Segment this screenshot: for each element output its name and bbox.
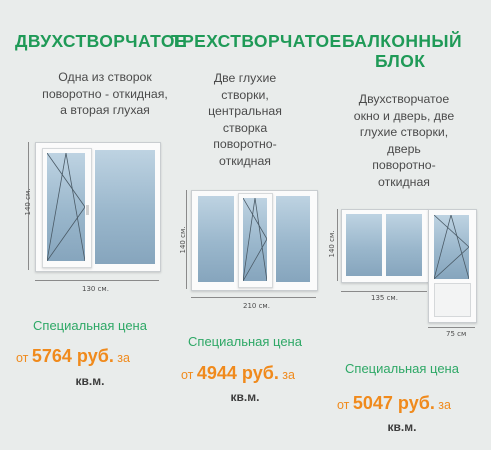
title-two-sash: ДВУХСТВОРЧАТОЕ bbox=[15, 31, 187, 51]
description-line: Две глухие bbox=[213, 71, 277, 85]
description-line: откидная bbox=[219, 153, 271, 168]
special-price-label: Специальная цена bbox=[188, 334, 302, 349]
door-panel bbox=[434, 283, 471, 317]
description-line: Одна из створок bbox=[58, 70, 152, 84]
description-line: центральная bbox=[208, 104, 282, 118]
price-suffix: за bbox=[434, 398, 451, 412]
dimension-height: 140 см. bbox=[24, 188, 32, 216]
dimension-line-door bbox=[428, 327, 475, 328]
title-three-sash: ТРЕХСТВОРЧАТОЕ bbox=[171, 31, 342, 51]
dimension-height: 140 см. bbox=[328, 230, 336, 258]
price-unit: кв.м. bbox=[387, 420, 417, 434]
handle-icon bbox=[86, 205, 89, 215]
dimension-line-horizontal bbox=[191, 297, 316, 298]
price-prefix: от bbox=[337, 398, 353, 412]
opening-lines-icon bbox=[243, 198, 267, 281]
title-balcony-line2: БЛОК bbox=[375, 51, 426, 71]
description-line: створка bbox=[222, 120, 268, 135]
price-suffix: за bbox=[278, 368, 295, 382]
price-prefix: от bbox=[16, 351, 32, 365]
dimension-line-horizontal bbox=[341, 291, 427, 292]
dimension-width: 210 см. bbox=[243, 302, 270, 310]
price-unit: кв.м. bbox=[75, 374, 105, 388]
description-line: а вторая глухая bbox=[60, 103, 150, 117]
dimension-width: 130 см. bbox=[82, 285, 109, 293]
description-line: глухие створки, bbox=[359, 125, 449, 139]
description-line: Двухстворчатое bbox=[358, 92, 450, 106]
price-prefix: от bbox=[181, 368, 197, 382]
price-value: 4944 руб. bbox=[196, 363, 279, 383]
title-balcony-line1: БАЛКОННЫЙ bbox=[342, 31, 462, 51]
price-three-sash: от 4944 руб. за bbox=[181, 363, 295, 384]
opening-lines-icon bbox=[434, 215, 469, 279]
glass-pane bbox=[47, 153, 85, 261]
dimension-line-vertical bbox=[28, 142, 29, 270]
dimension-line-vertical bbox=[337, 209, 338, 281]
description-line: окно и дверь, две bbox=[353, 108, 455, 123]
glass-pane-fixed bbox=[276, 196, 310, 282]
glass-pane-fixed bbox=[95, 150, 155, 264]
description-line: дверь bbox=[387, 141, 421, 156]
glass-pane-fixed bbox=[346, 214, 382, 276]
dimension-door-width: 75 см bbox=[446, 330, 467, 338]
price-balcony: от 5047 руб. за bbox=[337, 393, 451, 414]
price-suffix: за bbox=[113, 351, 130, 365]
glass-pane-fixed bbox=[198, 196, 234, 282]
dimension-width: 135 см. bbox=[371, 294, 398, 302]
opening-lines-icon bbox=[47, 153, 85, 261]
description-line: откидная bbox=[378, 174, 430, 189]
dimension-height: 140 см. bbox=[179, 226, 187, 254]
description-line: поворотно- bbox=[213, 137, 277, 151]
description-balcony: Двухстворчатое окно и дверь, две глухие … bbox=[343, 91, 465, 190]
dimension-line-vertical bbox=[186, 190, 187, 289]
price-value: 5764 руб. bbox=[31, 346, 114, 366]
description-three-sash: Две глухие створки, центральная створка … bbox=[195, 70, 295, 169]
glass-pane bbox=[243, 198, 267, 281]
special-price-label: Специальная цена bbox=[33, 318, 147, 333]
door-glass bbox=[434, 215, 469, 279]
description-two-sash: Одна из створок поворотно - откидная, а … bbox=[30, 69, 180, 119]
description-line: поворотно - откидная, bbox=[42, 86, 168, 101]
description-line: поворотно- bbox=[372, 158, 436, 172]
description-line: створки, bbox=[221, 87, 269, 102]
dimension-line-horizontal bbox=[35, 280, 159, 281]
price-unit: кв.м. bbox=[230, 390, 260, 404]
glass-pane-fixed bbox=[386, 214, 422, 276]
price-two-sash: от 5764 руб. за bbox=[16, 346, 130, 367]
special-price-label: Специальная цена bbox=[345, 361, 459, 376]
price-value: 5047 руб. bbox=[352, 393, 435, 413]
